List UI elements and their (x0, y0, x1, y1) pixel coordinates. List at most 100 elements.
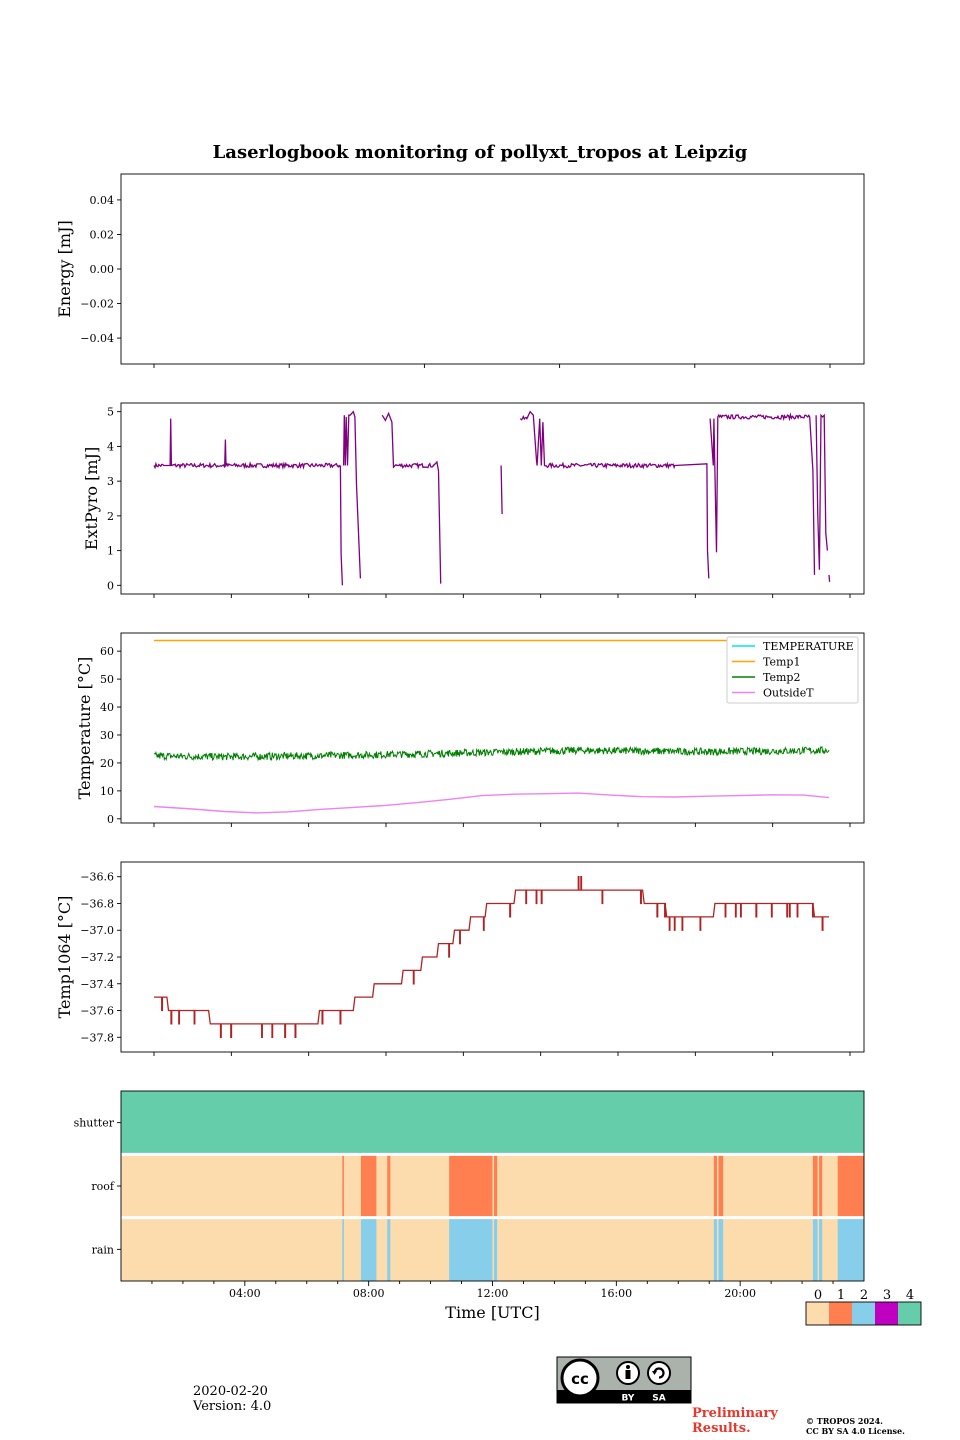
temp1064-line (154, 876, 829, 1038)
status-cell-rain (494, 1217, 498, 1281)
energy-ylabel: Energy [mJ] (55, 220, 74, 318)
status-cell-roof (812, 1154, 818, 1218)
preliminary-line-2: Results. (692, 1421, 751, 1436)
colorbar-cell-1 (829, 1302, 852, 1325)
energy-ytick-label: −0.02 (80, 298, 114, 311)
extpyro-line-segment (519, 410, 710, 579)
status-xtick-label: 04:00 (229, 1287, 261, 1300)
energy-ytick-label: 0.00 (90, 263, 115, 276)
colorbar-label-2: 2 (860, 1288, 868, 1303)
preliminary-note: Preliminary Results. (692, 1406, 778, 1436)
energy-ytick-label: −0.04 (80, 332, 114, 345)
extpyro-line-segment (815, 413, 829, 570)
copyright-line-2: CC BY SA 4.0 License. (806, 1426, 905, 1436)
colorbar-cell-3 (875, 1302, 898, 1325)
status-cell-roof (819, 1154, 823, 1218)
status-cell-rain (360, 1217, 377, 1281)
status-row-label-roof: roof (91, 1180, 115, 1193)
extpyro-ytick-label: 3 (107, 475, 114, 488)
temp1064-ylabel: Temp1064 [°C] (55, 896, 74, 1019)
temperature-ytick-label: 40 (100, 701, 114, 714)
extpyro-line-segment (828, 574, 831, 582)
legend-box (726, 636, 859, 704)
legend-entry-temp1: Temp1 (763, 656, 800, 669)
temp1064-ytick-label: −37.6 (80, 1005, 114, 1018)
legend-entry-temperature: TEMPERATURE (763, 640, 854, 653)
footer-info: 2020-02-20 Version: 4.0 (193, 1384, 271, 1414)
colorbar-label-0: 0 (814, 1288, 822, 1303)
legend-entry-outsidet: OutsideT (763, 687, 814, 700)
status-panel: shutter roof rain 04:00 08:00 12:00 16:00 20:00… (74, 1090, 865, 1322)
extpyro-line-segment (500, 465, 503, 515)
status-cell-rain (449, 1217, 493, 1281)
status-cell-roof (387, 1154, 391, 1218)
cc-by-label: BY (622, 1394, 635, 1404)
energy-panel: 0.04 0.02 0.00 −0.02 −0.04 Energy [mJ] (55, 173, 865, 368)
footer-date: 2020-02-20 (193, 1384, 268, 1399)
colorbar-label-3: 3 (883, 1288, 891, 1303)
temperature-series-temp2 (153, 745, 830, 762)
energy-frame (120, 173, 865, 365)
copyright-line-1: © TROPOS 2024. (806, 1416, 883, 1426)
status-cell-roof (494, 1154, 498, 1218)
extpyro-ytick-label: 4 (107, 440, 114, 453)
status-row-label-shutter: shutter (74, 1117, 115, 1130)
copyright-note: © TROPOS 2024. CC BY SA 4.0 License. (806, 1416, 905, 1436)
by-person-icon (616, 1361, 640, 1385)
temperature-legend: TEMPERATURE Temp1 Temp2 OutsideT (726, 636, 859, 704)
temp1064-ytick-label: −37.0 (80, 924, 114, 937)
chart-title: Laserlogbook monitoring of pollyxt_tropo… (213, 142, 748, 163)
colorbar-cell-2 (852, 1302, 875, 1325)
status-cell-rain (819, 1217, 823, 1281)
temperature-ylabel: Temperature [°C] (75, 657, 94, 800)
status-cell-roof (713, 1154, 717, 1218)
temp1064-ytick-label: −37.4 (80, 978, 114, 991)
temperature-ytick-label: 0 (107, 813, 114, 826)
energy-ytick-label: 0.02 (90, 228, 115, 241)
status-cell-roof (360, 1154, 377, 1218)
extpyro-ytick-label: 1 (107, 545, 114, 558)
colorbar-label-1: 1 (837, 1288, 845, 1303)
status-cell-roof (718, 1154, 724, 1218)
extpyro-line-segment (709, 412, 816, 575)
extpyro-ytick-label: 5 (107, 406, 114, 419)
status-cell-roof (449, 1154, 493, 1218)
cc-by-sa-badge: cc BY SA (556, 1356, 692, 1404)
colorbar-frame (805, 1301, 922, 1326)
status-cell-rain (837, 1217, 864, 1281)
preliminary-line-1: Preliminary (692, 1406, 778, 1421)
energy-ytick-label: 0.04 (90, 194, 115, 207)
status-cell-rain (342, 1217, 344, 1281)
extpyro-line-segment (153, 418, 344, 586)
temp1064-ytick-label: −37.8 (80, 1031, 114, 1044)
extpyro-line-segment (342, 410, 362, 579)
extpyro-frame (120, 402, 865, 595)
status-row-label-rain: rain (92, 1243, 114, 1256)
footer-version: Version: 4.0 (193, 1399, 272, 1414)
status-cell-rain (713, 1217, 717, 1281)
temp1064-ytick-label: −36.8 (80, 897, 114, 910)
colorbar-label-4: 4 (906, 1288, 914, 1303)
status-cell-roof (837, 1154, 864, 1218)
status-cell-roof (342, 1154, 344, 1218)
status-row-shutter (121, 1091, 864, 1155)
cc-icon: cc (560, 1358, 600, 1398)
temp1064-ytick-label: −36.6 (80, 871, 114, 884)
colorbar-cell-0 (806, 1302, 829, 1325)
temperature-series-outsidet (153, 792, 830, 814)
cc-sa-label: SA (652, 1394, 665, 1404)
svg-text:cc: cc (571, 1370, 589, 1388)
extpyro-ytick-label: 0 (107, 579, 114, 592)
extpyro-ytick-label: 2 (107, 510, 114, 523)
status-xtick-label: 16:00 (600, 1287, 632, 1300)
share-alike-icon (647, 1361, 671, 1385)
temp1064-frame (120, 861, 865, 1053)
extpyro-ylabel: ExtPyro [mJ] (82, 447, 101, 550)
extpyro-panel: 0 1 2 3 4 5 ExtPyro [mJ] (82, 402, 865, 598)
temperature-ytick-label: 20 (100, 757, 114, 770)
extpyro-line-segment (381, 411, 442, 584)
status-cell-rain (812, 1217, 818, 1281)
legend-entry-temp2: Temp2 (763, 671, 800, 684)
